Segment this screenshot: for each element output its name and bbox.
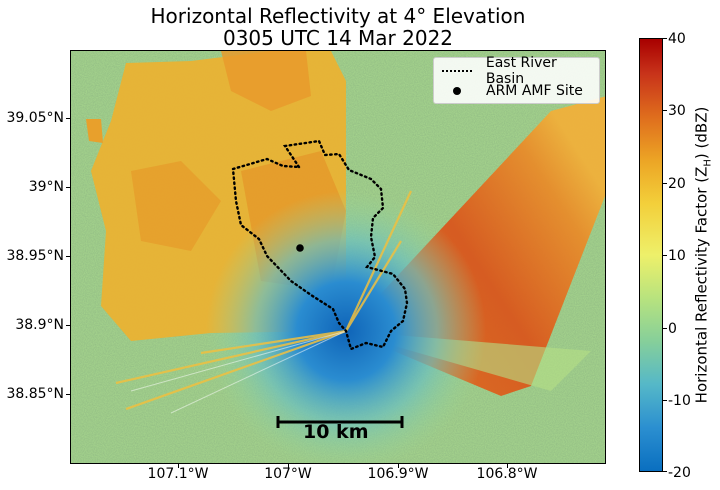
colorbar-tick-mark xyxy=(663,400,667,401)
scale-bar-label: 10 km xyxy=(303,421,369,443)
colorbar-tick-mark xyxy=(663,38,667,39)
map-legend: East River Basin ARM AMF Site xyxy=(433,55,600,104)
legend-item-basin: East River Basin xyxy=(442,55,599,87)
lon-tick-mark xyxy=(178,464,179,468)
lon-tick-mark xyxy=(507,464,508,468)
colorbar-tick-label: 0 xyxy=(668,321,677,337)
lat-tick-label: 38.9°N xyxy=(15,317,64,333)
scale-bar xyxy=(276,416,404,428)
lat-tick-mark xyxy=(66,325,70,326)
lon-tick-mark xyxy=(398,464,399,468)
lat-tick-mark xyxy=(66,187,70,188)
lat-tick-mark xyxy=(66,118,70,119)
lon-tick-label: 106.9°W xyxy=(367,466,429,482)
colorbar-tick-label: 20 xyxy=(668,176,686,192)
colorbar-tick-mark xyxy=(663,471,667,472)
colorbar-tick-label: -20 xyxy=(668,465,691,481)
lon-tick-label: 106.8°W xyxy=(476,466,538,482)
beam-streaks xyxy=(115,190,412,411)
colorbar-tick-label: 10 xyxy=(668,248,686,264)
colorbar-tick-mark xyxy=(663,183,667,184)
legend-item-site: ARM AMF Site xyxy=(442,82,583,100)
colorbar-tick-label: 30 xyxy=(668,103,686,119)
chart-title-line1: Horizontal Reflectivity at 4° Elevation xyxy=(150,4,526,28)
chart-title-line2: 0305 UTC 14 Mar 2022 xyxy=(222,26,454,50)
lat-tick-label: 39°N xyxy=(28,179,64,195)
lat-tick-label: 38.95°N xyxy=(6,248,64,264)
lon-tick-mark xyxy=(288,464,289,468)
colorbar-tick-mark xyxy=(663,328,667,329)
legend-basin-label: East River Basin xyxy=(485,55,557,87)
lon-tick-label: 107.1°W xyxy=(147,466,209,482)
legend-site-label: ARM AMF Site xyxy=(486,83,583,99)
lat-tick-mark xyxy=(66,394,70,395)
dotted-line-icon xyxy=(442,70,472,72)
lat-tick-mark xyxy=(66,256,70,257)
colorbar-tick-mark xyxy=(663,255,667,256)
radar-map-svg xyxy=(71,51,605,463)
lat-tick-label: 39.05°N xyxy=(6,110,64,126)
lon-tick-label: 107°W xyxy=(264,466,312,482)
lat-tick-label: 38.85°N xyxy=(6,386,64,402)
colorbar xyxy=(639,38,663,472)
dot-marker-icon xyxy=(453,87,461,95)
colorbar-tick-label: 40 xyxy=(668,31,686,47)
east-river-basin-outline xyxy=(231,139,409,351)
arm-amf-site-marker xyxy=(296,244,304,252)
colorbar-tick-label: -10 xyxy=(668,393,691,409)
colorbar-tick-mark xyxy=(663,110,667,111)
radar-map xyxy=(70,50,606,464)
colorbar-label: Horizontal Reflectivity Factor (ZH) (dBZ… xyxy=(692,106,714,404)
